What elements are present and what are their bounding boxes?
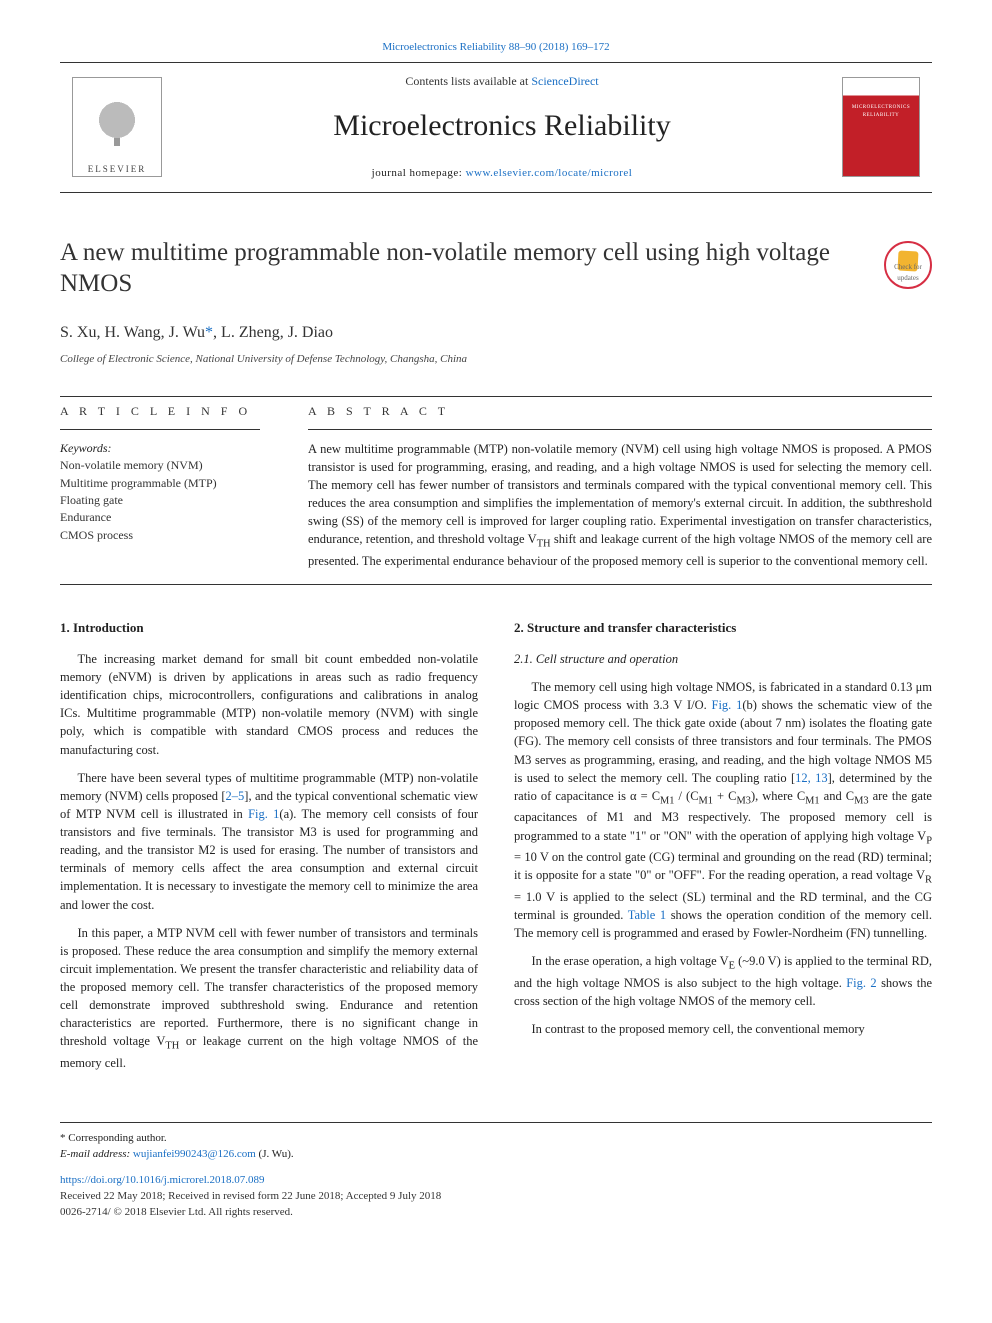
doi-line: https://doi.org/10.1016/j.microrel.2018.… <box>60 1173 932 1189</box>
p2a: In the erase operation, a high voltage V <box>532 954 729 968</box>
p1g: and C <box>820 789 854 803</box>
elsevier-label: ELSEVIER <box>88 163 147 176</box>
contents-line: Contents lists available at ScienceDirec… <box>180 73 824 90</box>
p1f: ), where C <box>751 789 805 803</box>
article-info-col: A R T I C L E I N F O Keywords: Non-vola… <box>60 403 260 570</box>
keyword-item: Endurance <box>60 509 260 526</box>
affiliation: College of Electronic Science, National … <box>60 352 932 368</box>
table1-link[interactable]: Table 1 <box>628 908 666 922</box>
title-area: A new multitime programmable non-volatil… <box>60 237 932 300</box>
top-citation-link[interactable]: Microelectronics Reliability 88–90 (2018… <box>382 41 609 53</box>
info-abstract-row: A R T I C L E I N F O Keywords: Non-vola… <box>60 396 932 570</box>
intro-p1: The increasing market demand for small b… <box>60 650 478 759</box>
top-citation: Microelectronics Reliability 88–90 (2018… <box>60 40 932 56</box>
sec21-p3: In contrast to the proposed memory cell,… <box>514 1020 932 1038</box>
abstract-col: A B S T R A C T A new multitime programm… <box>308 403 932 570</box>
article-info-head: A R T I C L E I N F O <box>60 403 260 429</box>
p1e: + C <box>713 789 736 803</box>
authors-main: S. Xu, H. Wang, J. Wu <box>60 324 205 341</box>
authors-line: S. Xu, H. Wang, J. Wu*, L. Zheng, J. Dia… <box>60 321 932 344</box>
elsevier-logo: ELSEVIER <box>72 77 162 177</box>
s4: M1 <box>805 795 819 806</box>
keyword-item: Non-volatile memory (NVM) <box>60 457 260 474</box>
keywords-label: Keywords: <box>60 440 260 457</box>
abstract-head: A B S T R A C T <box>308 403 932 429</box>
section-2-1-head: 2.1. Cell structure and operation <box>514 650 932 668</box>
p1i: = 10 V on the control gate (CG) terminal… <box>514 850 932 882</box>
footnotes: * Corresponding author. E-mail address: … <box>60 1122 932 1221</box>
paper-title: A new multitime programmable non-volatil… <box>60 237 872 300</box>
s2: M1 <box>699 795 713 806</box>
homepage-prefix: journal homepage: <box>372 167 466 179</box>
s6: P <box>926 835 932 846</box>
left-column: 1. Introduction The increasing market de… <box>60 619 478 1082</box>
check-updates-badge[interactable]: Check for updates <box>884 241 932 289</box>
check-updates-label: Check for updates <box>886 262 930 282</box>
elsevier-tree-icon <box>87 99 147 159</box>
received-line: Received 22 May 2018; Received in revise… <box>60 1189 932 1205</box>
sciencedirect-link[interactable]: ScienceDirect <box>531 74 598 88</box>
email-link[interactable]: wujianfei990243@126.com <box>133 1148 256 1160</box>
info-abstract-rule <box>60 584 932 585</box>
authors-tail: , L. Zheng, J. Diao <box>213 324 333 341</box>
fig1-link[interactable]: Fig. 1 <box>248 807 279 821</box>
corresponding-author-note: * Corresponding author. <box>60 1131 932 1147</box>
contents-prefix: Contents lists available at <box>405 74 531 88</box>
intro-p3: In this paper, a MTP NVM cell with fewer… <box>60 924 478 1072</box>
homepage-link[interactable]: www.elsevier.com/locate/microrel <box>466 167 633 179</box>
masthead-center: Contents lists available at ScienceDirec… <box>180 73 824 182</box>
sec21-p1: The memory cell using high voltage NMOS,… <box>514 678 932 942</box>
p3a: In this paper, a MTP NVM cell with fewer… <box>60 926 478 1049</box>
abstract-text: A new multitime programmable (MTP) non-v… <box>308 440 932 570</box>
abstract-body-a: A new multitime programmable (MTP) non-v… <box>308 442 932 547</box>
body-columns: 1. Introduction The increasing market de… <box>60 619 932 1082</box>
section-2-head: 2. Structure and transfer characteristic… <box>514 619 932 638</box>
corresponding-marker[interactable]: * <box>205 324 213 341</box>
email-tail: (J. Wu). <box>256 1148 294 1160</box>
email-line: E-mail address: wujianfei990243@126.com … <box>60 1147 932 1163</box>
journal-cover: MICROELECTRONICS RELIABILITY <box>842 77 920 177</box>
p1d: / (C <box>675 789 699 803</box>
fig2-link[interactable]: Fig. 2 <box>846 976 876 990</box>
homepage-line: journal homepage: www.elsevier.com/locat… <box>180 166 824 182</box>
keyword-item: Floating gate <box>60 492 260 509</box>
abstract-sub-vth: TH <box>537 539 551 550</box>
intro-p2: There have been several types of multiti… <box>60 769 478 914</box>
p3-sub-vth: TH <box>165 1041 179 1052</box>
s7: R <box>925 875 932 886</box>
s5: M3 <box>854 795 868 806</box>
s1: M1 <box>660 795 674 806</box>
ref-2-5[interactable]: 2–5 <box>226 789 245 803</box>
s3: M3 <box>736 795 750 806</box>
sec21-p2: In the erase operation, a high voltage V… <box>514 952 932 1010</box>
email-label: E-mail address: <box>60 1148 133 1160</box>
copyright-line: 0026-2714/ © 2018 Elsevier Ltd. All righ… <box>60 1205 932 1221</box>
right-column: 2. Structure and transfer characteristic… <box>514 619 932 1082</box>
keyword-item: CMOS process <box>60 527 260 544</box>
keyword-item: Multitime programmable (MTP) <box>60 475 260 492</box>
journal-name: Microelectronics Reliability <box>180 104 824 148</box>
doi-link[interactable]: https://doi.org/10.1016/j.microrel.2018.… <box>60 1174 265 1186</box>
masthead: ELSEVIER Contents lists available at Sci… <box>60 62 932 193</box>
ref-12-13[interactable]: 12, 13 <box>795 771 827 785</box>
p2c: (a). The memory cell consists of four tr… <box>60 807 478 912</box>
fig1-link-b[interactable]: Fig. 1 <box>712 698 743 712</box>
section-1-head: 1. Introduction <box>60 619 478 638</box>
cover-title: MICROELECTRONICS RELIABILITY <box>843 104 919 119</box>
